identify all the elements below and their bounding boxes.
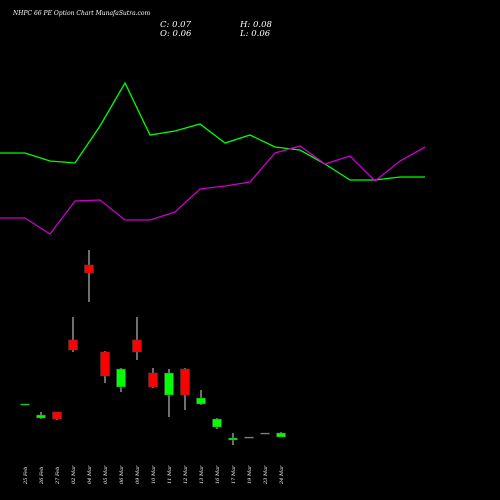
open-label: O: 0.06: [160, 29, 192, 39]
x-axis-ticks: 25 Feb 26 Feb 27 Feb 02 Mar 04 Mar 05 Mar 06 M…: [23, 465, 285, 485]
candle-10: [180, 368, 190, 410]
x-tick-label: 11 Mar: [167, 465, 173, 484]
x-tick-label: 09 Mar: [135, 465, 141, 484]
x-tick-label: 23 Mar: [263, 465, 269, 485]
x-tick-label: 10 Mar: [151, 465, 157, 484]
overlay-lines: [0, 81, 426, 235]
candle-3: [68, 317, 78, 352]
candle-body: [164, 372, 174, 396]
x-tick-label: 12 Mar: [183, 465, 189, 484]
candle-2: [52, 411, 62, 420]
overlay-line-1: [0, 145, 426, 235]
candle-0: [20, 403, 30, 406]
candle-body: [68, 339, 78, 351]
x-tick-label: 16 Mar: [215, 465, 221, 484]
candle-body: [244, 436, 254, 439]
low-label: L: 0.06: [239, 29, 271, 39]
candle-body: [260, 432, 270, 435]
x-tick-label: 06 Mar: [119, 465, 125, 484]
candle-body: [132, 339, 142, 353]
candle-14: [244, 436, 254, 439]
candlesticks: [20, 250, 286, 445]
candle-body: [276, 432, 286, 438]
x-tick-label: 17 Mar: [231, 465, 237, 484]
candle-body: [180, 368, 190, 396]
candle-body: [100, 351, 110, 377]
candle-8: [148, 368, 158, 388]
candle-11: [196, 390, 206, 405]
overlay-line-0: [0, 81, 425, 181]
x-tick-label: 02 Mar: [71, 465, 77, 484]
x-tick-label: 24 Mar: [279, 465, 285, 485]
candle-body: [228, 437, 238, 441]
x-tick-label: 05 Mar: [103, 465, 109, 484]
candle-15: [260, 432, 270, 435]
candle-13: [228, 433, 238, 445]
candle-12: [212, 418, 222, 429]
candle-6: [116, 368, 126, 392]
candle-7: [132, 317, 142, 360]
candle-body: [84, 264, 94, 274]
candle-body: [20, 403, 30, 406]
candle-1: [36, 412, 46, 419]
x-tick-label: 04 Mar: [87, 465, 93, 484]
candle-16: [276, 432, 286, 438]
candle-body: [116, 368, 126, 388]
high-label: H: 0.08: [239, 20, 272, 30]
candle-body: [52, 411, 62, 420]
x-tick-label: 26 Feb: [39, 467, 45, 485]
candle-body: [196, 397, 206, 405]
candle-4: [84, 250, 94, 302]
close-label: C: 0.07: [160, 20, 192, 30]
candle-5: [100, 351, 110, 383]
chart-title: NHPC 66 PE Option Chart MunafaSutra.com: [12, 10, 151, 17]
x-tick-label: 25 Feb: [23, 467, 29, 485]
candle-9: [164, 369, 174, 417]
candle-body: [148, 372, 158, 388]
x-tick-label: 27 Feb: [55, 467, 61, 485]
x-tick-label: 19 Mar: [247, 465, 253, 484]
candle-body: [212, 418, 222, 428]
x-tick-label: 13 Mar: [199, 465, 205, 484]
candle-body: [36, 414, 46, 419]
